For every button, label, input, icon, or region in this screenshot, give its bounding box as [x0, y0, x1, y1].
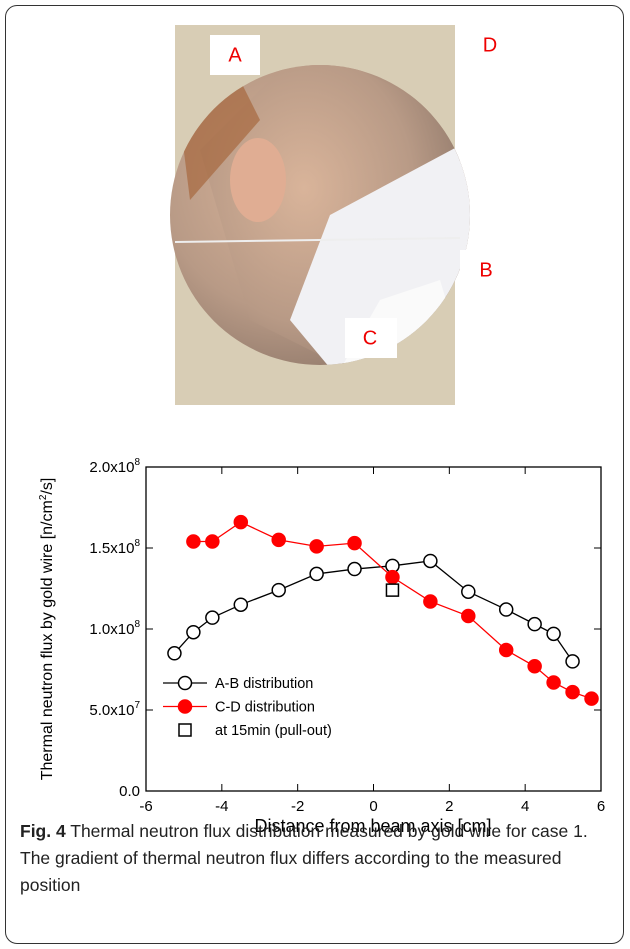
y-tick-label-exp: 8: [134, 457, 140, 468]
y-tick-label: 1.5x108: [89, 538, 140, 557]
y-axis-title: Thermal neutron flux by gold wire [n/cm2…: [38, 478, 56, 781]
caption-text: Thermal neutron flux distribution measur…: [20, 821, 588, 895]
marker: [309, 566, 324, 582]
marker: [546, 626, 561, 642]
x-axis-title: Distance from beam axis [cm]: [254, 816, 491, 836]
marker: [546, 675, 561, 690]
chart: -6 -4 -2 0 2 4 60.05.0x1071.0x1081.5x1082.0x10…: [38, 457, 605, 815]
legend-label: A-B distribution: [215, 676, 313, 692]
x-tick-label: 0: [369, 798, 377, 815]
marker: [498, 642, 514, 658]
marker: [309, 539, 324, 554]
figure-frame: [5, 5, 624, 944]
marker: [498, 602, 514, 617]
y-tick-label: 1.0x108: [89, 619, 140, 638]
caption: Fig. 4 Thermal neutron flux distribution…: [20, 818, 615, 899]
y-tick-label: 5.0x107: [89, 700, 140, 719]
y-axis-title-part: 2: [38, 494, 49, 500]
caption-label: Fig. 4: [20, 821, 66, 841]
legend-label: at 15min (pull-out): [215, 723, 332, 739]
marker: [565, 684, 580, 700]
x-tick-label: 4: [521, 798, 529, 815]
y-tick-label-base: 1.5x10: [89, 540, 134, 557]
marker: [527, 616, 542, 632]
y-tick-label: 0.0: [119, 783, 140, 800]
photo-label: B: [479, 259, 492, 281]
marker: [584, 691, 599, 706]
marker: [186, 624, 201, 640]
marker: [233, 514, 249, 530]
marker: [167, 646, 182, 661]
marker: [565, 654, 580, 669]
x-tick-label: 6: [597, 798, 605, 815]
x-tick-label: -6: [139, 798, 152, 815]
photo: A D B C: [170, 25, 515, 405]
y-tick-label-base: 5.0x10: [89, 702, 134, 719]
marker: [186, 534, 201, 549]
x-tick-label: 2: [445, 798, 453, 815]
legend-marker: [178, 723, 192, 737]
legend-marker: [177, 675, 193, 691]
legend-marker: [177, 699, 193, 714]
y-tick-label-exp: 8: [134, 619, 140, 630]
y-tick-label-exp: 7: [134, 700, 140, 711]
marker: [347, 561, 362, 577]
y-tick-label: 2.0x108: [89, 457, 140, 476]
marker: [385, 583, 400, 597]
marker: [461, 584, 476, 599]
marker: [423, 553, 438, 569]
legend-label: C-D distribution: [215, 700, 315, 716]
x-tick-label: -4: [215, 798, 228, 815]
marker: [271, 532, 286, 548]
marker: [385, 569, 400, 585]
marker: [423, 594, 438, 609]
photo-label: D: [483, 34, 497, 56]
marker: [205, 610, 220, 625]
marker: [271, 582, 286, 598]
y-tick-label-base: 0.0: [119, 783, 140, 800]
y-tick-label-base: 2.0x10: [89, 459, 134, 476]
x-tick-label: -2: [291, 798, 304, 815]
y-tick-label-exp: 8: [134, 538, 140, 549]
y-tick-label-base: 1.0x10: [89, 621, 134, 638]
y-axis-title-part: /s]: [39, 478, 56, 495]
marker: [233, 597, 249, 612]
marker: [461, 608, 476, 624]
marker: [347, 535, 362, 551]
marker: [527, 659, 542, 674]
photo-label: C: [363, 327, 377, 349]
y-axis-title-part: Thermal neutron flux by gold wire [n/cm: [39, 500, 56, 780]
photo-label: A: [228, 44, 242, 66]
marker: [205, 534, 220, 549]
